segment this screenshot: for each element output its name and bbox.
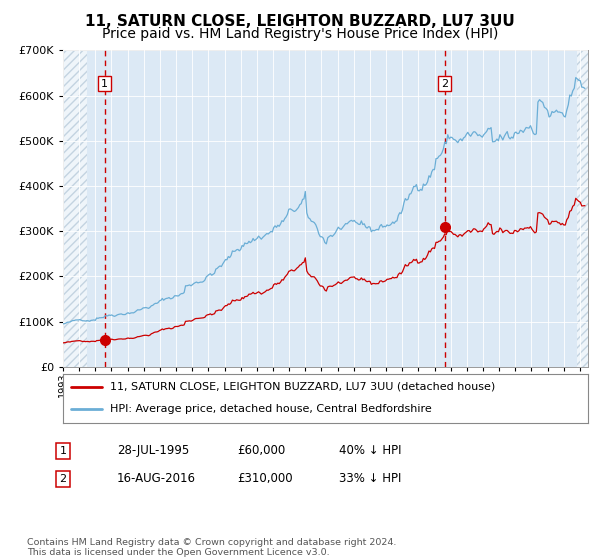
Text: HPI: Average price, detached house, Central Bedfordshire: HPI: Average price, detached house, Cent…: [110, 404, 432, 414]
Text: 2: 2: [441, 78, 448, 88]
Text: Contains HM Land Registry data © Crown copyright and database right 2024.
This d: Contains HM Land Registry data © Crown c…: [27, 538, 397, 557]
Bar: [577, 50, 588, 367]
Text: Price paid vs. HM Land Registry's House Price Index (HPI): Price paid vs. HM Land Registry's House …: [102, 27, 498, 41]
Text: £60,000: £60,000: [237, 444, 285, 458]
Text: £310,000: £310,000: [237, 472, 293, 486]
Text: 1: 1: [101, 78, 108, 88]
Text: 40% ↓ HPI: 40% ↓ HPI: [339, 444, 401, 458]
Text: 2: 2: [59, 474, 67, 484]
Text: 28-JUL-1995: 28-JUL-1995: [117, 444, 189, 458]
Text: 11, SATURN CLOSE, LEIGHTON BUZZARD, LU7 3UU: 11, SATURN CLOSE, LEIGHTON BUZZARD, LU7 …: [85, 14, 515, 29]
Text: 33% ↓ HPI: 33% ↓ HPI: [339, 472, 401, 486]
Text: 11, SATURN CLOSE, LEIGHTON BUZZARD, LU7 3UU (detached house): 11, SATURN CLOSE, LEIGHTON BUZZARD, LU7 …: [110, 382, 496, 392]
Text: 1: 1: [59, 446, 67, 456]
Bar: [63, 50, 87, 367]
Text: 16-AUG-2016: 16-AUG-2016: [117, 472, 196, 486]
